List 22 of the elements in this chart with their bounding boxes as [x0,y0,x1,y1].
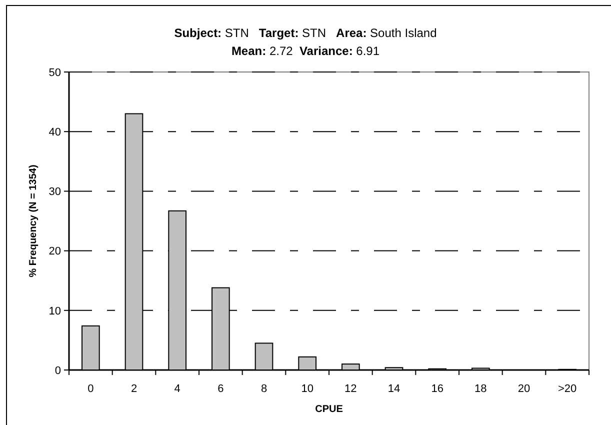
x-tick-label: 12 [344,383,357,395]
x-tick-label: 6 [218,383,224,395]
x-tick-label: 14 [388,383,400,395]
x-tick-label: 4 [174,383,180,395]
chart-subtitle: Mean: 2.72 Variance: 6.91 [231,44,380,58]
y-tick-label: 30 [48,186,61,198]
y-tick-label: 40 [48,126,61,138]
x-tick-label: 2 [130,383,138,395]
x-tick-label: 8 [260,383,268,395]
y-axis-title: % Frequency (N = 1354) [28,164,39,278]
y-tick-label: 20 [48,246,61,258]
x-tick-label: 16 [431,383,444,395]
x-tick-label: 18 [474,383,487,395]
x-axis-title: CPUE [315,404,344,415]
x-tick-label: 20 [518,383,530,395]
chart-title: Subject: STN Target: STN Area: South Island [174,26,437,40]
x-tick-label: 10 [301,383,314,395]
y-tick-label: 10 [48,305,61,318]
x-tick-label: >20 [558,383,577,395]
y-tick-label: 50 [48,66,61,79]
y-tick-label: 0 [54,364,61,377]
x-tick-label: 0 [88,383,94,395]
